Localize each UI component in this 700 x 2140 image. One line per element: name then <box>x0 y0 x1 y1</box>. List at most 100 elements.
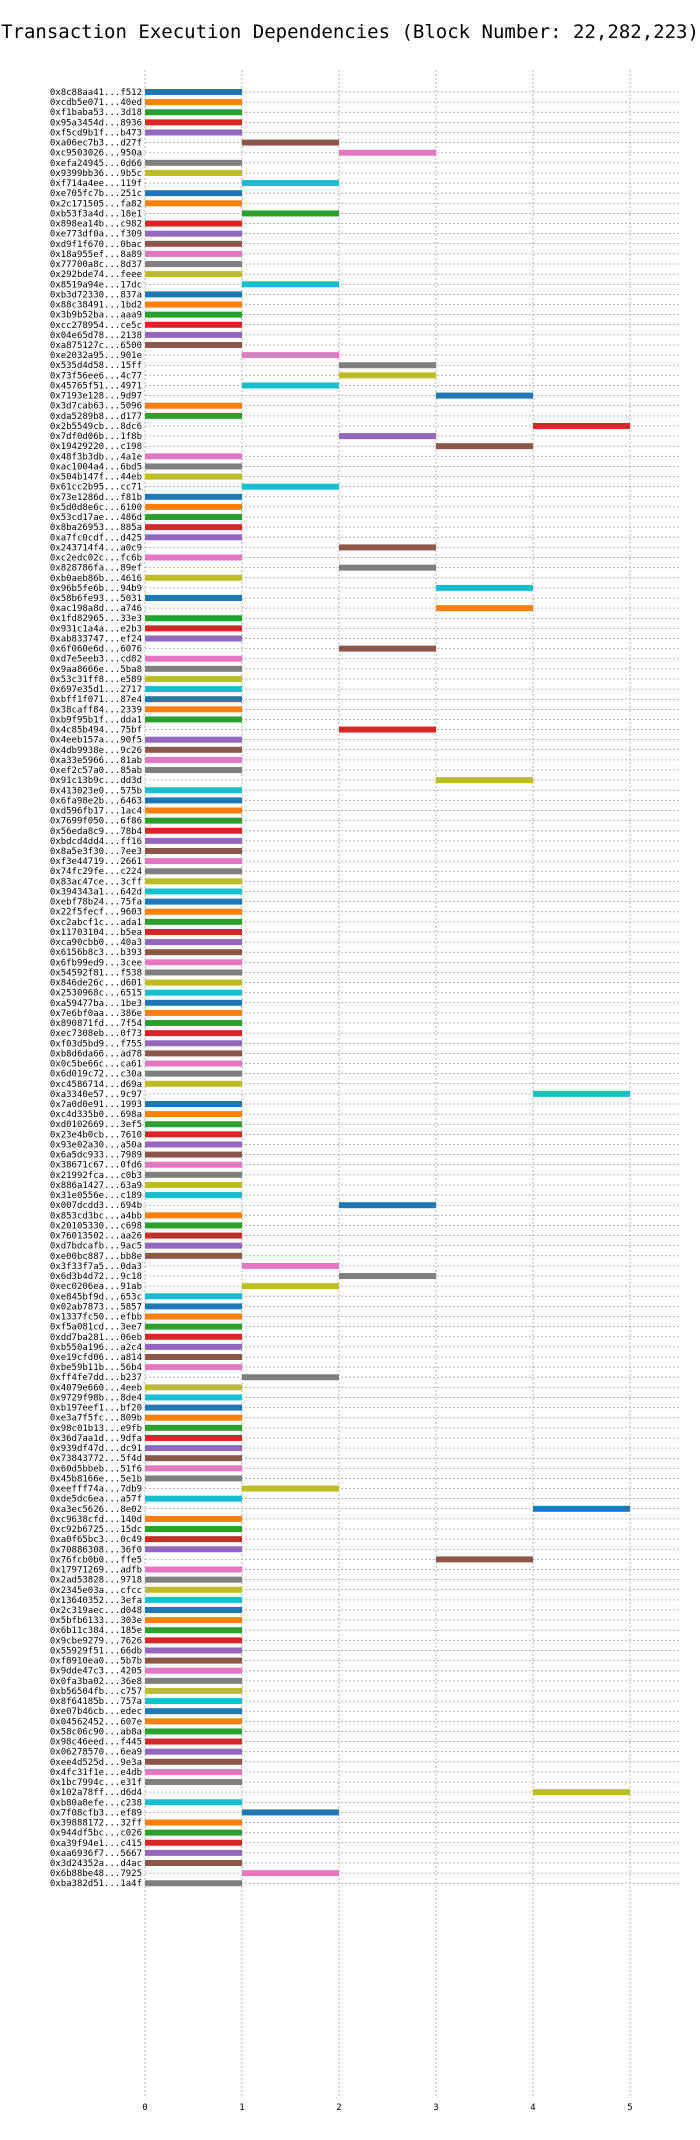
transaction-bar <box>339 726 436 733</box>
transaction-bar <box>145 1030 242 1037</box>
transaction-bar <box>145 271 242 278</box>
transaction-bar <box>145 696 242 703</box>
transaction-label: 0x6fa98e2b...6463 <box>50 796 142 806</box>
transaction-bar <box>145 331 242 338</box>
transaction-label: 0xa06ec7b3...d27f <box>50 139 142 149</box>
transaction-bar <box>145 969 242 976</box>
transaction-bar <box>145 1171 242 1178</box>
transaction-bar <box>145 1455 242 1462</box>
transaction-bar <box>145 1293 242 1300</box>
transaction-label: 0xeefff74a...7db9 <box>50 1485 142 1495</box>
transaction-label: 0xf5cd9b1f...b473 <box>50 128 142 138</box>
transaction-bar <box>339 362 436 369</box>
transaction-bar <box>145 746 242 753</box>
transaction-label: 0xa7fc0cdf...d425 <box>50 533 142 543</box>
transaction-bar <box>145 1313 242 1320</box>
transaction-label: 0x6d019c72...c30a <box>50 1070 142 1080</box>
transaction-label: 0x58c06c90...ab8a <box>50 1727 142 1737</box>
transaction-label: 0x91c13b9c...dd3d <box>50 776 142 786</box>
transaction-label: 0xaa6936f7...5667 <box>50 1849 142 1859</box>
transaction-bar <box>242 1485 339 1492</box>
transaction-bar <box>145 1708 242 1715</box>
transaction-bar <box>145 615 242 622</box>
transaction-label: 0x7193e128...9d97 <box>50 392 142 402</box>
transaction-bar <box>145 301 242 308</box>
transaction-bar <box>145 1698 242 1705</box>
transaction-label: 0x61cc2b95...cc71 <box>50 483 142 493</box>
transaction-bar <box>145 1515 242 1522</box>
transaction-label: 0x4079e660...4eeb <box>50 1383 142 1393</box>
transaction-bar <box>145 1151 242 1158</box>
transaction-bar <box>145 1303 242 1310</box>
transaction-bar <box>145 1009 242 1016</box>
transaction-label: 0xb53f3a4d...18e1 <box>50 209 142 219</box>
transaction-bar <box>145 1768 242 1775</box>
transaction-label: 0x243714f4...a0c9 <box>50 543 142 553</box>
transaction-bar <box>145 311 242 318</box>
transaction-label: 0x931c1a4a...e2b3 <box>50 624 142 634</box>
transaction-bar <box>145 1424 242 1431</box>
transaction-bar <box>145 898 242 905</box>
transaction-label: 0xff4fe7dd...b237 <box>50 1373 142 1383</box>
transaction-label: 0xb8d6da66...ad78 <box>50 1049 142 1059</box>
transaction-bar <box>145 1050 242 1057</box>
transaction-label: 0x9729f98b...8de4 <box>50 1393 142 1403</box>
transaction-label: 0x9dde47c3...4205 <box>50 1667 142 1677</box>
x-tick-label: 4 <box>530 2103 535 2113</box>
transaction-label: 0x0fa3ba02...36e8 <box>50 1677 142 1687</box>
transaction-bar <box>145 939 242 946</box>
transaction-label: 0x02ab7873...5857 <box>50 1302 142 1312</box>
transaction-bar <box>242 352 339 359</box>
transaction-label: 0xe845bf9d...653c <box>50 1292 142 1302</box>
transaction-label: 0xec0206ea...91ab <box>50 1282 142 1292</box>
transaction-bar <box>145 159 242 166</box>
transaction-label: 0xe3a7f5fc...809b <box>50 1414 142 1424</box>
transaction-label: 0xd596fb17...1ac4 <box>50 807 142 817</box>
transaction-label: 0xc9638cfd...140d <box>50 1515 142 1525</box>
transaction-bar <box>145 1111 242 1118</box>
transaction-bar <box>145 473 242 480</box>
transaction-label: 0xf3e44719...2661 <box>50 857 142 867</box>
transaction-label: 0x76013502...aa26 <box>50 1232 142 1242</box>
transaction-label: 0xc2abcf1c...ada1 <box>50 918 142 928</box>
transaction-bar <box>145 1414 242 1421</box>
transaction-label: 0xbe59b11b...56b4 <box>50 1363 142 1373</box>
transaction-label: 0x846de26c...d601 <box>50 979 142 989</box>
transaction-label: 0x8a5e3f30...7ee3 <box>50 847 142 857</box>
transaction-label: 0x4db9938e...9c26 <box>50 746 142 756</box>
transaction-bar <box>145 169 242 176</box>
transaction-label: 0xba382d51...1a4f <box>50 1879 142 1889</box>
transaction-label: 0x7a0d0e91...1993 <box>50 1100 142 1110</box>
transaction-bar <box>145 1434 242 1441</box>
transaction-label: 0xee4d525d...9e3a <box>50 1758 142 1768</box>
transaction-label: 0xbdcd4dd4...ff16 <box>50 837 142 847</box>
transaction-bar <box>145 686 242 693</box>
transaction-bar <box>145 453 242 460</box>
transaction-bar <box>145 1617 242 1624</box>
transaction-label: 0xa875127c...6500 <box>50 341 142 351</box>
transaction-label: 0x56eda8c9...78b4 <box>50 827 142 837</box>
transaction-bar <box>145 878 242 885</box>
transaction-label: 0x697e35d1...2717 <box>50 685 142 695</box>
transaction-bar <box>145 665 242 672</box>
transaction-bar <box>145 1495 242 1502</box>
transaction-bar <box>145 625 242 632</box>
transaction-label: 0x20105330...c698 <box>50 1221 142 1231</box>
transaction-bar <box>145 1242 242 1249</box>
transaction-label: 0xb3d72330...837a <box>50 290 142 300</box>
transaction-bar <box>145 402 242 409</box>
transaction-label: 0x413023e0...575b <box>50 786 142 796</box>
transaction-bar <box>145 1536 242 1543</box>
transaction-bar <box>145 848 242 854</box>
transaction-label: 0x38671c67...0fd6 <box>50 1161 142 1171</box>
transaction-label: 0xa3ec5626...8e02 <box>50 1505 142 1515</box>
transaction-label: 0xca90cbb0...40a3 <box>50 938 142 948</box>
transaction-bar <box>145 1546 242 1553</box>
transaction-label: 0x3d7cab63...5096 <box>50 402 142 412</box>
transaction-label: 0xb197eef1...bf20 <box>50 1404 142 1414</box>
transaction-bar <box>145 291 242 298</box>
transaction-label: 0x890871fd...7f54 <box>50 1019 142 1029</box>
transaction-bar <box>145 1222 242 1229</box>
transaction-bar <box>145 1364 242 1371</box>
transaction-label: 0xd7bdcafb...9ac5 <box>50 1242 142 1252</box>
